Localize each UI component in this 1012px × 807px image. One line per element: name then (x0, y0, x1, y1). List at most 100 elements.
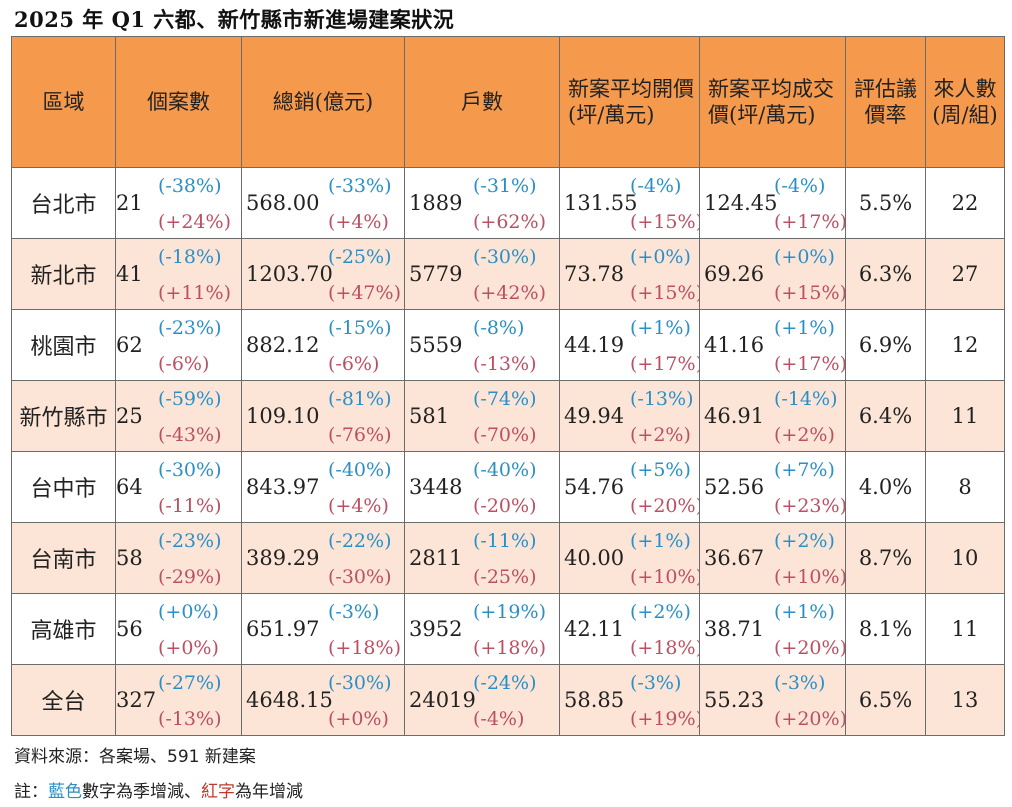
avg-ask-price-yoy: (+15%) (630, 211, 700, 233)
total-sales-value: 1203.70 (246, 262, 333, 286)
total-sales-yoy: (+4%) (328, 495, 389, 517)
total-sales-yoy: (+47%) (328, 282, 401, 304)
total-sales-cell: 843.97 (-40%) (+4%) (241, 451, 405, 523)
avg-deal-price-cell: 36.67 (+2%) (+10%) (699, 522, 846, 594)
units-cell: 2811 (-11%) (-25%) (404, 522, 560, 594)
avg-deal-price-qoq: (+2%) (774, 530, 835, 552)
cases-qoq: (-30%) (158, 459, 222, 481)
units-yoy: (-4%) (473, 708, 525, 730)
table-row: 台中市 64 (-30%) (-11%) 843.97 (-40%) (+4%) 3448 (-… (11, 451, 1005, 523)
units-cell: 1889 (-31%) (+62%) (404, 167, 560, 239)
header-region: 區域 (11, 36, 116, 168)
avg-ask-price-cell: 58.85 (-3%) (+19%) (559, 664, 700, 736)
avg-ask-price-value: 44.19 (564, 333, 625, 357)
table-row: 新北市 41 (-18%) (+11%) 1203.70 (-25%) (+47%) 5779… (11, 238, 1005, 310)
units-value: 3952 (409, 617, 463, 641)
units-cell: 3448 (-40%) (-20%) (404, 451, 560, 523)
total-sales-cell: 882.12 (-15%) (-6%) (241, 309, 405, 381)
avg-deal-price-value: 41.16 (704, 333, 765, 357)
cases-yoy: (-13%) (158, 708, 222, 730)
cases-qoq: (-18%) (158, 246, 222, 268)
note-suffix: 為年增減 (235, 782, 303, 802)
table-row: 台北市 21 (-38%) (+24%) 568.00 (-33%) (+4%) 1889 (-… (11, 167, 1005, 239)
avg-ask-price-qoq: (+1%) (630, 317, 691, 339)
total-sales-value: 4648.15 (246, 688, 333, 712)
cases-cell: 25 (-59%) (-43%) (115, 380, 242, 452)
cases-cell: 56 (+0%) (+0%) (115, 593, 242, 665)
legend-note: 註：藍色數字為季增減、紅字為年增減 (14, 777, 303, 802)
total-sales-qoq: (-25%) (328, 246, 392, 268)
visitors-cell: 12 (925, 309, 1005, 381)
total-sales-yoy: (-30%) (328, 566, 392, 588)
units-cell: 5779 (-30%) (+42%) (404, 238, 560, 310)
units-qoq: (-74%) (473, 388, 537, 410)
units-qoq: (-31%) (473, 175, 537, 197)
region-cell: 台中市 (11, 451, 116, 523)
avg-ask-price-qoq: (+0%) (630, 246, 691, 268)
units-value: 24019 (409, 688, 476, 712)
avg-deal-price-yoy: (+15%) (774, 282, 846, 304)
cases-value: 21 (116, 191, 143, 215)
cases-yoy: (-43%) (158, 424, 222, 446)
total-sales-cell: 1203.70 (-25%) (+47%) (241, 238, 405, 310)
cases-value: 25 (116, 404, 143, 428)
header-cases: 個案數 (115, 36, 242, 168)
avg-deal-price-yoy: (+20%) (774, 708, 846, 730)
units-cell: 3952 (+19%) (+18%) (404, 593, 560, 665)
cases-value: 62 (116, 333, 143, 357)
header-bargain-rate: 評估議價率 (845, 36, 926, 168)
cases-qoq: (-27%) (158, 672, 222, 694)
header-total-sales: 總銷(億元) (241, 36, 405, 168)
cases-qoq: (-23%) (158, 317, 222, 339)
total-sales-value: 109.10 (246, 404, 320, 428)
avg-ask-price-value: 73.78 (564, 262, 625, 286)
units-yoy: (+62%) (473, 211, 546, 233)
avg-ask-price-qoq: (-3%) (630, 672, 682, 694)
cases-value: 41 (116, 262, 143, 286)
avg-deal-price-cell: 69.26 (+0%) (+15%) (699, 238, 846, 310)
header-avg-ask-price: 新案平均開價(坪/萬元) (559, 36, 700, 168)
avg-deal-price-cell: 41.16 (+1%) (+17%) (699, 309, 846, 381)
total-sales-yoy: (-6%) (328, 353, 380, 375)
cases-cell: 64 (-30%) (-11%) (115, 451, 242, 523)
total-sales-cell: 4648.15 (-30%) (+0%) (241, 664, 405, 736)
cases-value: 58 (116, 546, 143, 570)
cases-value: 64 (116, 475, 143, 499)
visitors-cell: 10 (925, 522, 1005, 594)
cases-qoq: (-23%) (158, 530, 222, 552)
header-avg-deal-price: 新案平均成交價(坪/萬元) (699, 36, 846, 168)
avg-ask-price-cell: 44.19 (+1%) (+17%) (559, 309, 700, 381)
avg-ask-price-cell: 54.76 (+5%) (+20%) (559, 451, 700, 523)
table-row: 桃園市 62 (-23%) (-6%) 882.12 (-15%) (-6%) 5559 (-8… (11, 309, 1005, 381)
avg-deal-price-cell: 46.91 (-14%) (+2%) (699, 380, 846, 452)
avg-deal-price-cell: 124.45 (-4%) (+17%) (699, 167, 846, 239)
cases-cell: 21 (-38%) (+24%) (115, 167, 242, 239)
region-cell: 新竹縣市 (11, 380, 116, 452)
bargain-rate-cell: 6.5% (845, 664, 926, 736)
total-sales-value: 882.12 (246, 333, 320, 357)
region-cell: 桃園市 (11, 309, 116, 381)
avg-deal-price-cell: 52.56 (+7%) (+23%) (699, 451, 846, 523)
region-cell: 高雄市 (11, 593, 116, 665)
total-sales-qoq: (-40%) (328, 459, 392, 481)
table-row: 全台 327 (-27%) (-13%) 4648.15 (-30%) (+0%) 24019… (11, 664, 1005, 736)
bargain-rate-cell: 5.5% (845, 167, 926, 239)
total-sales-value: 568.00 (246, 191, 320, 215)
units-qoq: (-8%) (473, 317, 525, 339)
total-sales-value: 843.97 (246, 475, 320, 499)
region-cell: 全台 (11, 664, 116, 736)
avg-ask-price-cell: 131.55 (-4%) (+15%) (559, 167, 700, 239)
data-table: 區域 個案數 總銷(億元) 戶數 新案平均開價(坪/萬元) 新案平均成交價(坪/… (11, 36, 1005, 736)
total-sales-cell: 109.10 (-81%) (-76%) (241, 380, 405, 452)
visitors-cell: 11 (925, 593, 1005, 665)
total-sales-qoq: (-22%) (328, 530, 392, 552)
avg-ask-price-cell: 73.78 (+0%) (+15%) (559, 238, 700, 310)
total-sales-yoy: (-76%) (328, 424, 392, 446)
total-sales-yoy: (+0%) (328, 708, 389, 730)
units-yoy: (-20%) (473, 495, 537, 517)
bargain-rate-cell: 8.7% (845, 522, 926, 594)
cases-cell: 58 (-23%) (-29%) (115, 522, 242, 594)
avg-deal-price-qoq: (+0%) (774, 246, 835, 268)
units-value: 2811 (409, 546, 463, 570)
visitors-cell: 27 (925, 238, 1005, 310)
